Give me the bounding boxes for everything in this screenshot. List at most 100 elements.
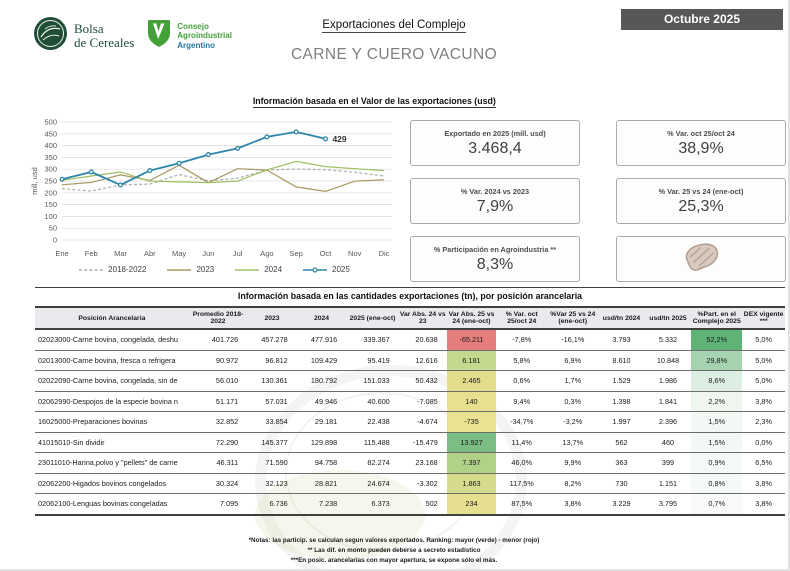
value-cell: 23.168 xyxy=(398,452,447,474)
column-header: DEX vigente *** xyxy=(742,306,785,330)
value-cell: 8,6% xyxy=(691,370,743,392)
column-header: usd/tn 2024 xyxy=(598,306,645,330)
column-header: Promedio 2018-2022 xyxy=(188,306,248,330)
value-cell: 13.927 xyxy=(446,432,497,453)
value-cell: 1,5% xyxy=(691,432,743,453)
svg-text:300: 300 xyxy=(44,165,57,174)
value-cell: 109.429 xyxy=(296,350,347,371)
value-section-title: Información basada en el Valor de las ex… xyxy=(252,96,496,108)
position-cell: 16025000-Preparaciones bovinas xyxy=(35,411,189,433)
value-cell: 0,3% xyxy=(547,391,599,412)
footnote-2: ** Las dif. en monto pueden deberse a se… xyxy=(307,547,481,555)
legend-item-2024: 2024 xyxy=(234,265,282,274)
svg-text:Abr: Abr xyxy=(144,249,156,258)
legend-label: 2025 xyxy=(332,265,350,274)
kpi-value: 3.468,4 xyxy=(468,139,522,157)
kpi-value: 38,9% xyxy=(678,139,724,157)
value-cell: 57.031 xyxy=(247,391,297,412)
value-cell: 30.324 xyxy=(188,473,248,494)
bolsa-emblem-icon xyxy=(33,16,68,56)
svg-text:Oct: Oct xyxy=(320,249,333,258)
table-row: 02023000-Carne bovina, congelada, deshu 4… xyxy=(35,329,785,351)
kpi-value: 25,3% xyxy=(678,197,724,215)
footnote-1: *Notas: las particip. se calculan segun … xyxy=(248,537,540,544)
value-cell: 1.997 xyxy=(598,411,645,433)
value-cell: -16,1% xyxy=(547,329,599,351)
value-cell: 3,8% xyxy=(742,473,785,494)
svg-text:400: 400 xyxy=(44,141,57,150)
value-cell: 90.972 xyxy=(188,350,248,371)
value-cell: 24.674 xyxy=(346,473,399,494)
value-cell: 399 xyxy=(644,452,692,474)
value-cell: 145.377 xyxy=(247,432,297,453)
value-cell: -7,8% xyxy=(496,329,548,351)
value-cell: -735 xyxy=(446,411,497,433)
legend-line-icon xyxy=(303,266,328,273)
value-cell: 32.123 xyxy=(247,473,297,494)
svg-text:Jul: Jul xyxy=(233,249,243,258)
legend-label: 2018-2022 xyxy=(108,265,147,274)
value-cell: 51.171 xyxy=(188,391,248,412)
value-cell: 72.290 xyxy=(188,432,248,453)
table-row: 02022090-Carne bovina, congelada, sin de… xyxy=(35,370,785,392)
value-cell: 33.854 xyxy=(247,411,297,433)
svg-text:May: May xyxy=(172,249,186,258)
value-cell: -3.302 xyxy=(398,473,447,494)
qty-section-title: Información basada en las cantidades exp… xyxy=(237,291,583,301)
value-cell: 363 xyxy=(598,452,645,474)
value-cell: 9,4% xyxy=(496,391,548,412)
period-badge: Octubre 2025 xyxy=(621,9,783,30)
svg-text:Jun: Jun xyxy=(202,249,214,258)
value-cell: 9,9% xyxy=(547,452,599,474)
value-cell: 28.821 xyxy=(296,473,347,494)
column-header: %Part. en el Complejo 2025 xyxy=(691,306,743,330)
column-header: %Var 25 vs 24 (ene-oct) xyxy=(547,306,599,330)
value-cell: 1.986 xyxy=(644,370,692,392)
value-cell: 1,7% xyxy=(547,370,599,392)
value-cell: 29.181 xyxy=(296,411,347,433)
legend-item-2025: 2025 xyxy=(302,265,350,274)
value-cell: 0,6% xyxy=(496,370,548,392)
value-cell: 1.841 xyxy=(644,391,692,412)
svg-text:Nov: Nov xyxy=(348,249,362,258)
value-cell: 52,2% xyxy=(691,329,743,351)
value-cell: 6,5% xyxy=(742,452,785,474)
value-cell: 339.367 xyxy=(346,329,399,351)
column-header: 2024 xyxy=(296,306,347,330)
value-cell: 20.638 xyxy=(398,329,447,351)
value-cell: 3.229 xyxy=(598,493,645,516)
kpi-steak-box xyxy=(616,236,786,282)
value-cell: 1.151 xyxy=(644,473,692,494)
value-cell: 46.311 xyxy=(188,452,248,474)
value-cell: -15.479 xyxy=(398,432,447,453)
exports-line-chart: 0 50 100 150 200 250 300 350 400 450 500 mill. usd E… xyxy=(28,114,400,274)
value-cell: 6.181 xyxy=(446,350,497,371)
value-cell: 32.852 xyxy=(188,411,248,433)
value-cell: 82.274 xyxy=(346,452,399,474)
kpi-label: % Participación en Agroindustria ** xyxy=(433,244,557,254)
value-cell: 3,8% xyxy=(547,493,599,516)
value-cell: 117,5% xyxy=(496,473,548,494)
tariff-positions-table: Posición Arancelaria Promedio 2018-2022 20… xyxy=(35,306,785,516)
svg-text:500: 500 xyxy=(44,118,57,127)
value-cell: 1.398 xyxy=(598,391,645,412)
position-cell: 02062100-Lenguas bovinas congeladas xyxy=(35,493,189,516)
chart-legend: 2018-2022 2023 2024 2025 xyxy=(28,265,400,274)
legend-item-2023: 2023 xyxy=(166,265,214,274)
kpi-label: % Var. 25 vs 24 (ene-oct) xyxy=(658,186,744,196)
value-cell: -7.085 xyxy=(398,391,447,412)
value-cell: 234 xyxy=(446,493,497,516)
svg-text:Dic: Dic xyxy=(379,249,390,258)
column-header: 2023 xyxy=(247,306,297,330)
kpi-value: 8,3% xyxy=(476,255,514,273)
table-header-row: Posición Arancelaria Promedio 2018-2022 20… xyxy=(35,306,785,330)
value-cell: 5,0% xyxy=(742,370,785,392)
value-cell: 22.438 xyxy=(346,411,399,433)
value-cell: -4.674 xyxy=(398,411,447,433)
kpi-var-2024-2023: % Var. 2024 vs 2023 7,9% xyxy=(410,178,580,224)
value-cell: 95.419 xyxy=(346,350,399,371)
value-cell: 129.898 xyxy=(296,432,347,453)
svg-text:250: 250 xyxy=(44,177,57,186)
kpi-exported-2025: Exportado en 2025 (mill. usd) 3.468,4 xyxy=(410,120,580,166)
